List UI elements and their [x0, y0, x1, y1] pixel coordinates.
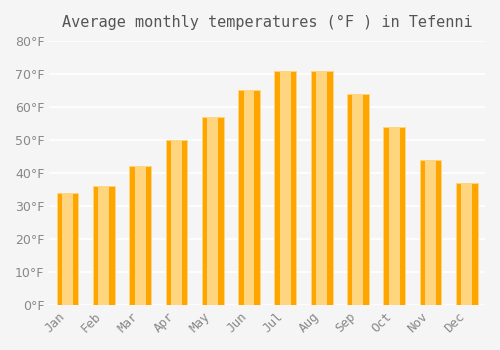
Bar — [56, 193, 78, 305]
Bar — [62, 193, 73, 305]
Bar — [166, 140, 188, 305]
Bar — [420, 160, 442, 305]
Bar — [310, 71, 332, 305]
Bar — [462, 183, 472, 305]
Bar — [274, 71, 296, 305]
Bar — [238, 90, 260, 305]
Bar — [420, 160, 442, 305]
Bar — [129, 166, 151, 305]
Bar — [208, 117, 218, 305]
Bar — [456, 183, 477, 305]
Bar — [384, 127, 405, 305]
Bar — [316, 71, 327, 305]
Bar — [202, 117, 224, 305]
Bar — [166, 140, 188, 305]
Bar — [202, 117, 224, 305]
Bar — [384, 127, 405, 305]
Bar — [310, 71, 332, 305]
Bar — [129, 166, 151, 305]
Bar — [456, 183, 477, 305]
Bar — [98, 186, 110, 305]
Bar — [280, 71, 291, 305]
Bar — [134, 166, 145, 305]
Bar — [93, 186, 114, 305]
Bar — [352, 94, 364, 305]
Bar — [238, 90, 260, 305]
Bar — [425, 160, 436, 305]
Bar — [389, 127, 400, 305]
Bar — [274, 71, 296, 305]
Bar — [244, 90, 254, 305]
Title: Average monthly temperatures (°F ) in Tefenni: Average monthly temperatures (°F ) in Te… — [62, 15, 472, 30]
Bar — [93, 186, 114, 305]
Bar — [347, 94, 369, 305]
Bar — [56, 193, 78, 305]
Bar — [347, 94, 369, 305]
Bar — [171, 140, 182, 305]
